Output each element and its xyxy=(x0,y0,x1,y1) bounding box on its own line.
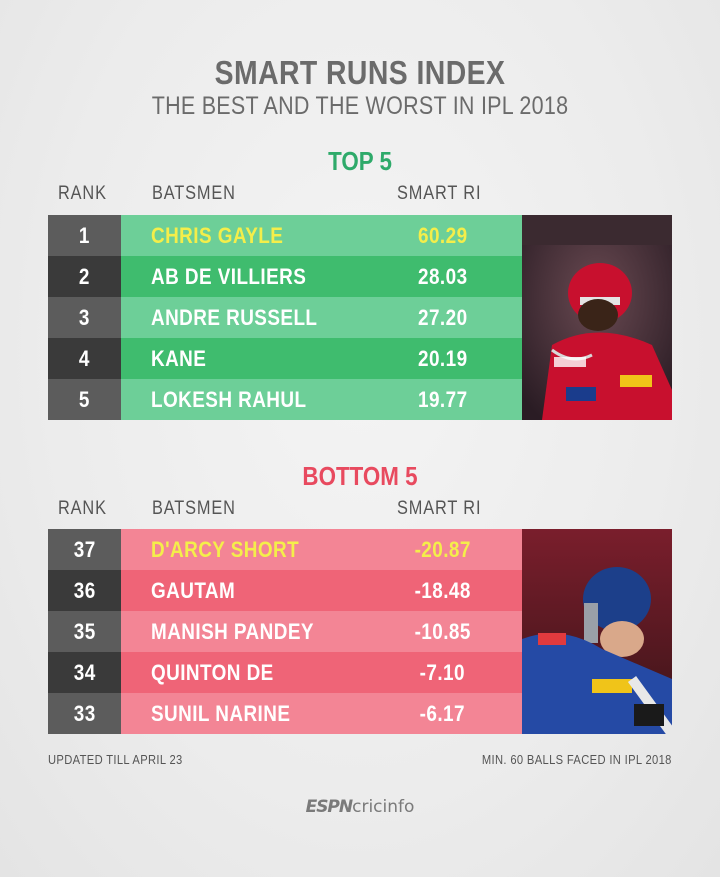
table-row: 37 D'ARCY SHORT -20.87 xyxy=(48,529,522,570)
rank-cell: 35 xyxy=(48,611,121,652)
top-five-heading: TOP 5 xyxy=(328,146,392,176)
rank-cell-text: 34 xyxy=(73,660,96,685)
batsman-name-cell: GAUTAM GAMBHIR xyxy=(121,570,363,644)
batsman-name-cell: SUNIL NARINE xyxy=(121,693,363,734)
smart-ri-cell: -7.10 xyxy=(363,652,522,693)
rank-cell: 34 xyxy=(48,652,121,693)
column-header-score-bottom: SMART RI xyxy=(397,498,482,519)
top-five-table: 1 CHRIS GAYLE 60.29 2 AB DE VILLIERS 28.03 3 AN… xyxy=(48,215,522,420)
rank-cell: 1 xyxy=(48,215,121,256)
rank-cell: 3 xyxy=(48,297,121,338)
column-header-rank-bottom: RANK xyxy=(58,498,107,519)
logo-name: cricinfo xyxy=(352,797,415,817)
rank-cell-text: 37 xyxy=(73,537,96,562)
batsman-name-cell-text: D'ARCY SHORT xyxy=(151,537,300,562)
rank-cell-text: 36 xyxy=(73,578,96,603)
batsman-name-cell: QUINTON DE KOCK xyxy=(121,652,363,726)
batsman-name-cell-text: CHRIS GAYLE xyxy=(151,223,284,248)
rank-cell-text: 5 xyxy=(79,387,90,412)
player-photo-bottom xyxy=(522,529,672,734)
rank-cell: 2 xyxy=(48,256,121,297)
batsman-name-cell: KANE WILLIAMSON xyxy=(121,338,363,412)
batsman-name-cell: ANDRE RUSSELL xyxy=(121,297,363,338)
column-header-batsmen-bottom: BATSMEN xyxy=(152,498,236,519)
smart-ri-cell: 20.19 xyxy=(363,338,522,379)
batsman-name-cell-text: AB DE VILLIERS xyxy=(151,264,307,289)
espncricinfo-logo: ESPNcricinfo xyxy=(0,797,720,817)
smart-ri-cell: 60.29 xyxy=(363,215,522,256)
page-subtitle: THE BEST AND THE WORST IN IPL 2018 xyxy=(151,92,569,120)
min-balls-note: MIN. 60 BALLS FACED IN IPL 2018 xyxy=(482,752,672,767)
rank-cell-text: 35 xyxy=(73,619,96,644)
rank-cell-text: 1 xyxy=(79,223,90,248)
rank-cell: 33 xyxy=(48,693,121,734)
smart-ri-cell: 27.20 xyxy=(363,297,522,338)
smart-ri-cell-text: 60.29 xyxy=(417,223,468,248)
batsman-name-cell: LOKESH RAHUL xyxy=(121,379,363,420)
column-header-batsmen: BATSMEN xyxy=(152,183,236,204)
column-header-score: SMART RI xyxy=(397,183,482,204)
batsman-name-cell: MANISH PANDEY xyxy=(121,611,363,652)
smart-ri-cell-text: -18.48 xyxy=(414,578,471,603)
smart-ri-cell: 19.77 xyxy=(363,379,522,420)
batsman-name-cell-text: MANISH PANDEY xyxy=(151,619,314,644)
table-row: 2 AB DE VILLIERS 28.03 xyxy=(48,256,522,297)
smart-ri-cell: -10.85 xyxy=(363,611,522,652)
batsman-photo-blue-kit xyxy=(522,529,672,734)
column-header-rank: RANK xyxy=(58,183,107,204)
batsman-name-cell-text: LOKESH RAHUL xyxy=(151,387,307,412)
batsman-name-cell-text: SUNIL NARINE xyxy=(151,701,291,726)
batsman-name-cell: D'ARCY SHORT xyxy=(121,529,363,570)
table-row: 3 ANDRE RUSSELL 27.20 xyxy=(48,297,522,338)
smart-ri-cell-text: 28.03 xyxy=(417,264,468,289)
batsman-name-cell: AB DE VILLIERS xyxy=(121,256,363,297)
table-row: 5 LOKESH RAHUL 19.77 xyxy=(48,379,522,420)
smart-ri-cell-text: -10.85 xyxy=(414,619,471,644)
rank-cell: 36 xyxy=(48,570,121,611)
smart-ri-cell-text: 19.77 xyxy=(417,387,468,412)
smart-ri-cell: -6.17 xyxy=(363,693,522,734)
table-row: 34 QUINTON DE KOCK -7.10 xyxy=(48,652,522,726)
smart-ri-cell: -18.48 xyxy=(363,570,522,611)
rank-cell: 5 xyxy=(48,379,121,420)
table-row: 35 MANISH PANDEY -10.85 xyxy=(48,611,522,652)
smart-ri-cell-text: 27.20 xyxy=(417,305,468,330)
logo-brand: ESPN xyxy=(305,797,354,817)
rank-cell-text: 3 xyxy=(79,305,90,330)
rank-cell: 4 xyxy=(48,338,121,379)
rank-cell-text: 33 xyxy=(73,701,96,726)
smart-ri-cell: -20.87 xyxy=(363,529,522,570)
table-row: 4 KANE WILLIAMSON 20.19 xyxy=(48,338,522,412)
table-row: 1 CHRIS GAYLE 60.29 xyxy=(48,215,522,256)
rank-cell: 37 xyxy=(48,529,121,570)
smart-ri-cell-text: 20.19 xyxy=(417,346,468,371)
page-title: SMART RUNS INDEX xyxy=(214,54,506,91)
smart-ri-cell-text: -7.10 xyxy=(419,660,466,685)
smart-ri-cell-text: -6.17 xyxy=(419,701,466,726)
rank-cell-text: 4 xyxy=(79,346,90,371)
batsman-photo-red-kit xyxy=(522,215,672,420)
batsman-name-cell: CHRIS GAYLE xyxy=(121,215,363,256)
batsman-name-cell-text: ANDRE RUSSELL xyxy=(151,305,318,330)
bottom-five-table: 37 D'ARCY SHORT -20.87 36 GAUTAM GAMBHIR -18.… xyxy=(48,529,522,734)
rank-cell-text: 2 xyxy=(79,264,90,289)
table-row: 33 SUNIL NARINE -6.17 xyxy=(48,693,522,734)
updated-note: UPDATED TILL APRIL 23 xyxy=(48,752,183,767)
player-photo-top xyxy=(522,215,672,420)
table-row: 36 GAUTAM GAMBHIR -18.48 xyxy=(48,570,522,644)
bottom-five-heading: BOTTOM 5 xyxy=(302,461,418,491)
smart-ri-cell: 28.03 xyxy=(363,256,522,297)
smart-ri-cell-text: -20.87 xyxy=(414,537,471,562)
